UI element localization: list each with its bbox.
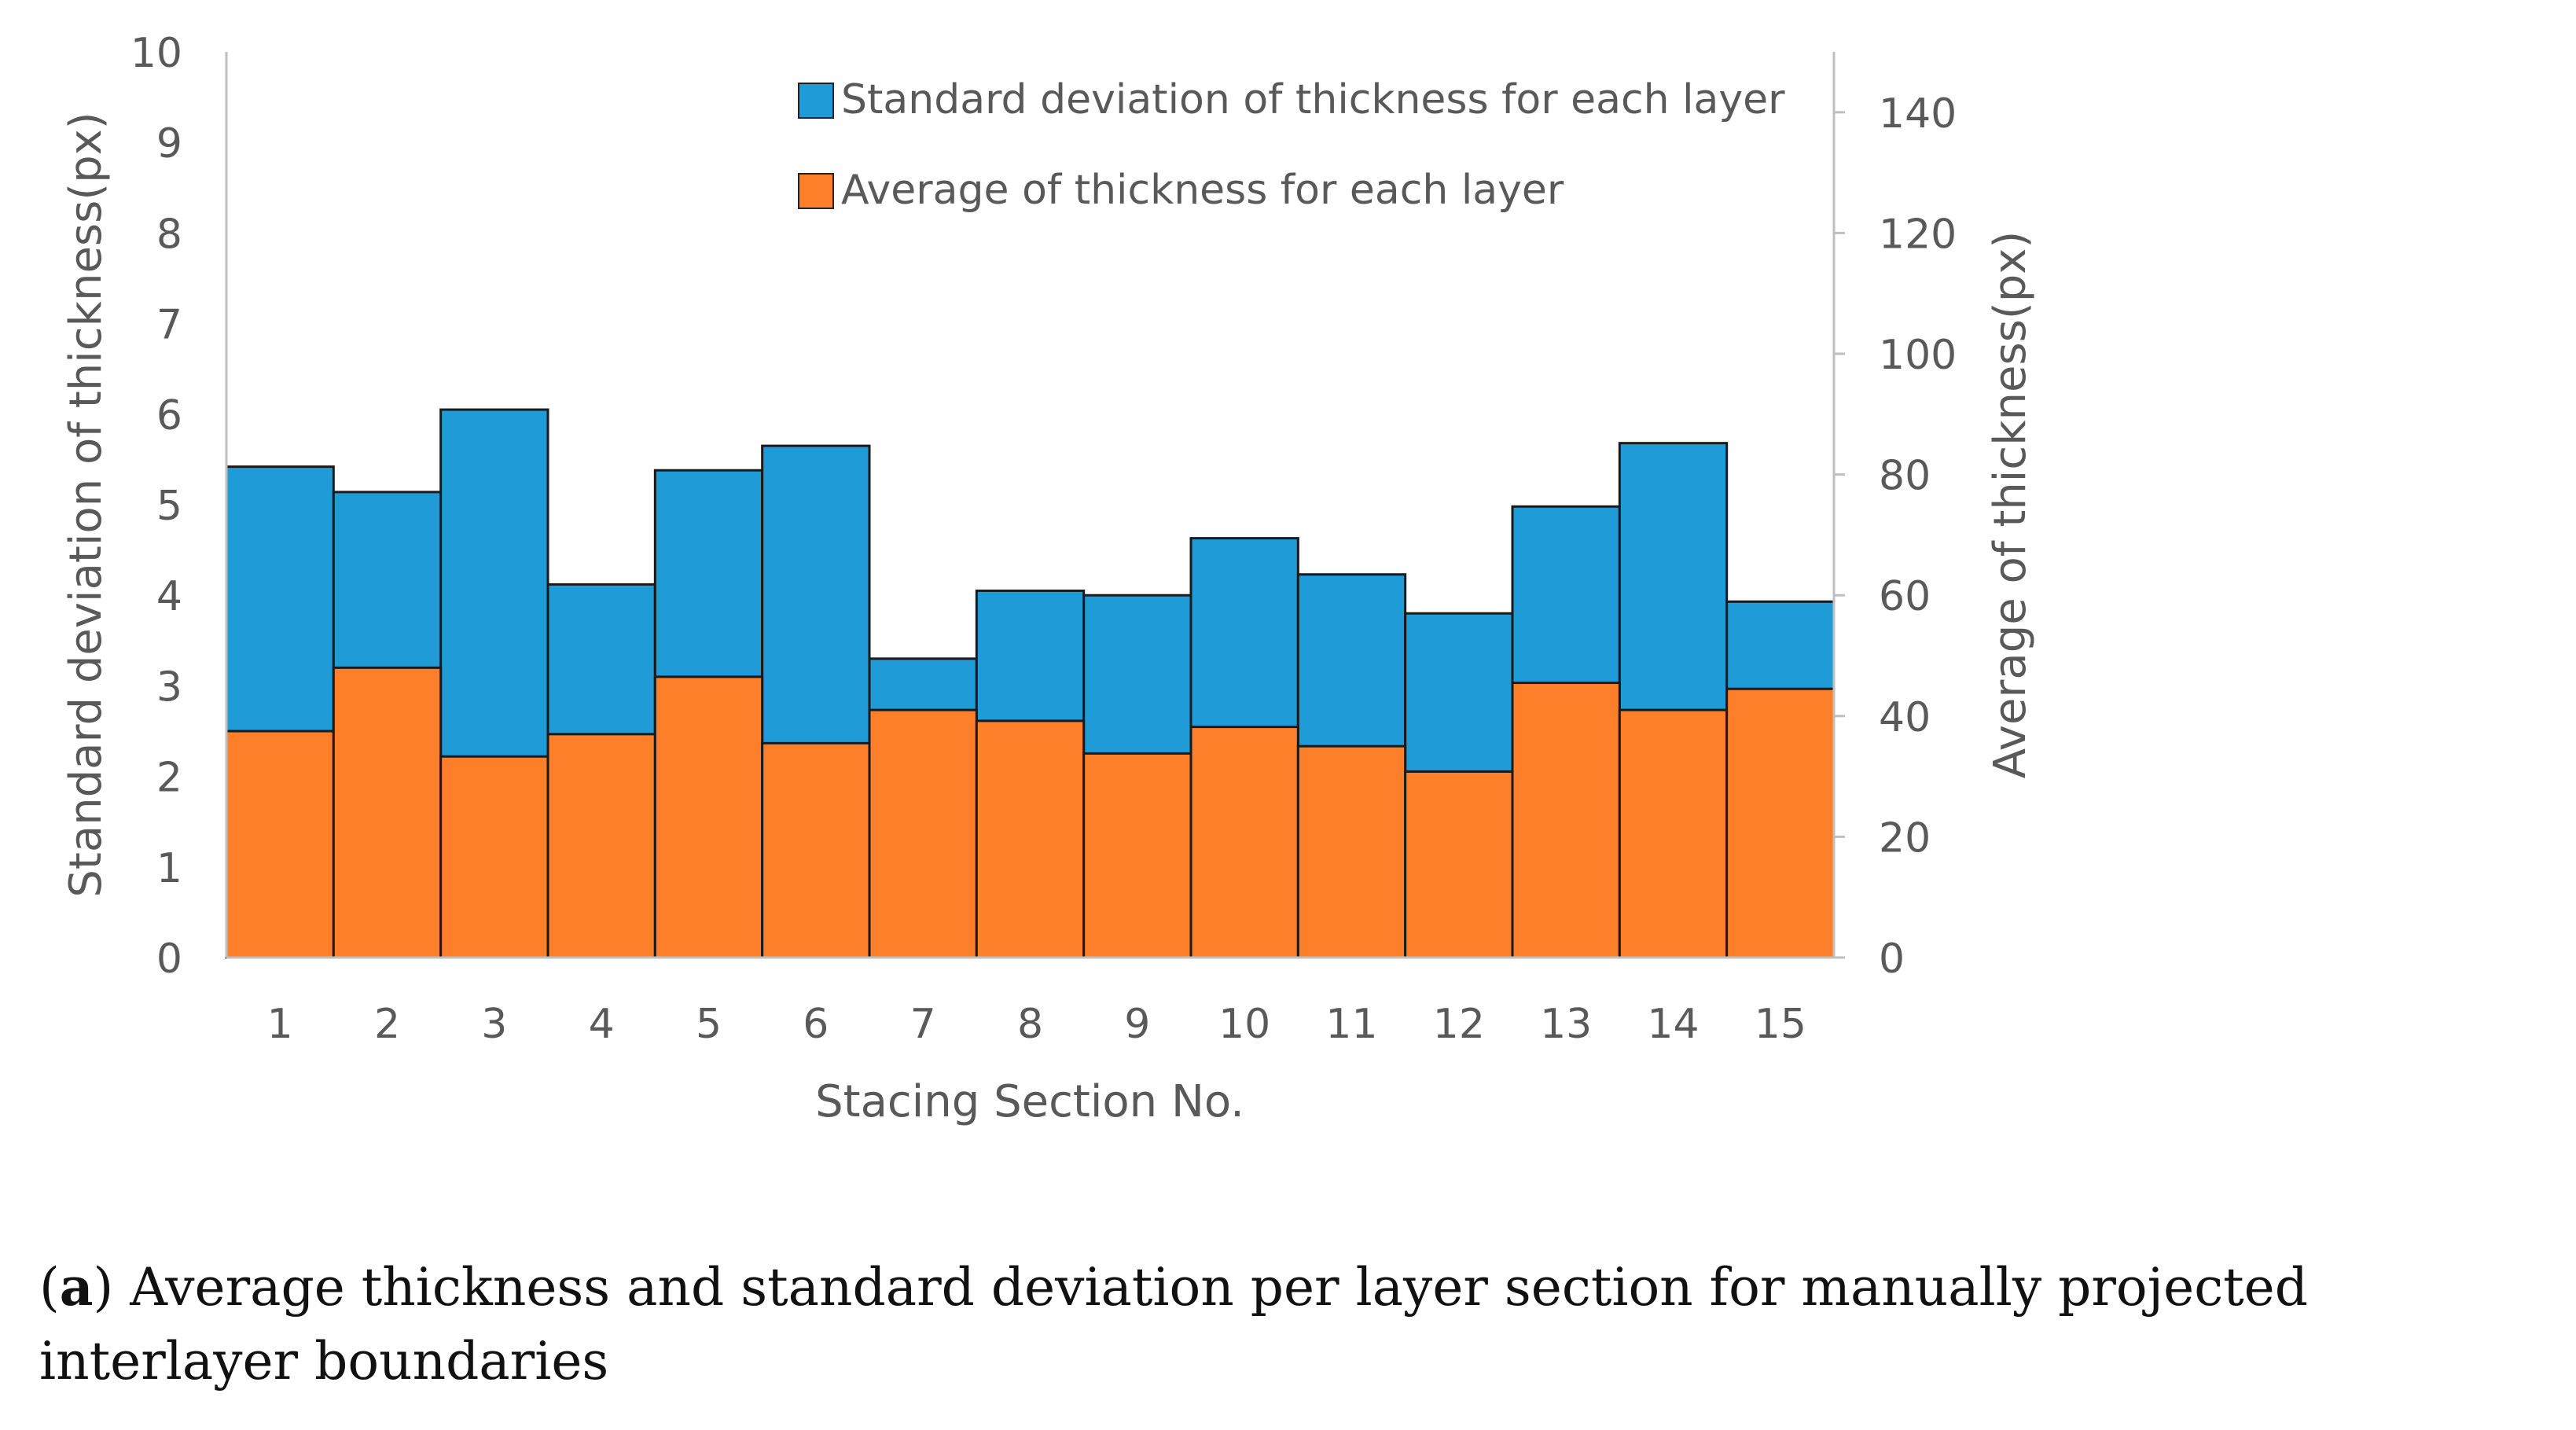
left-tick-label: 7	[156, 302, 182, 349]
x-tick-label: 3	[481, 1001, 507, 1048]
right-tick-label: 100	[1879, 332, 1957, 379]
average-bar-10	[1189, 726, 1299, 959]
x-tick-label: 2	[374, 1001, 400, 1048]
left-tick-label: 9	[156, 120, 182, 167]
right-tick-label: 60	[1879, 573, 1931, 620]
right-tick-labels: 0 20 40 60 80 100 120 140	[1834, 90, 1957, 983]
average-bar-1	[225, 730, 335, 959]
x-axis-label: Stacing Section No.	[815, 1076, 1244, 1127]
right-y-axis-label: Average of thickness(px)	[1985, 231, 2036, 778]
x-tick-label: 1	[267, 1001, 293, 1048]
x-tick-label: 14	[1647, 1001, 1699, 1048]
legend-label-average: Average of thickness for each layer	[841, 167, 1564, 214]
x-tick-label: 5	[696, 1001, 722, 1048]
average-bar-15	[1725, 687, 1836, 959]
right-tick-label: 120	[1879, 211, 1957, 258]
average-bar-7	[868, 708, 978, 959]
average-bar-13	[1511, 682, 1621, 959]
average-bar-3	[439, 755, 549, 959]
x-tick-label: 13	[1540, 1001, 1592, 1048]
x-tick-label: 4	[589, 1001, 615, 1048]
right-tick-label: 140	[1879, 90, 1957, 138]
x-tick-label: 10	[1218, 1001, 1270, 1048]
average-bars	[225, 666, 1836, 959]
left-tick-labels: 0 1 2 3 4 5 6 7 8 9 10	[130, 30, 182, 983]
average-bar-8	[975, 719, 1086, 959]
left-tick-label: 5	[156, 483, 182, 530]
average-bar-12	[1404, 770, 1514, 959]
figure-caption: (a) Average thickness and standard devia…	[39, 1256, 2308, 1391]
left-tick-label: 10	[130, 30, 182, 77]
left-tick-label: 2	[156, 755, 182, 802]
x-tick-label: 9	[1124, 1001, 1150, 1048]
legend-swatch-std-dev	[798, 83, 834, 119]
x-tick-label: 6	[803, 1001, 829, 1048]
left-tick-label: 3	[156, 664, 182, 711]
right-tick-label: 80	[1879, 453, 1931, 500]
x-tick-labels: 1 2 3 4 5 6 7 8 9 10 11 12 13 14 15	[267, 1001, 1806, 1048]
average-bar-2	[332, 666, 443, 959]
left-tick-label: 0	[156, 936, 182, 983]
legend-swatch-average	[798, 173, 834, 209]
average-bar-14	[1618, 708, 1729, 959]
average-bar-9	[1082, 752, 1192, 959]
left-y-axis-label: Standard deviation of thickness(px)	[61, 112, 112, 897]
average-bar-5	[653, 675, 764, 959]
caption-text: ) Average thickness and standard deviati…	[39, 1257, 2308, 1391]
left-tick-label: 4	[156, 573, 182, 620]
average-bar-4	[546, 733, 656, 959]
x-tick-label: 15	[1755, 1001, 1806, 1048]
average-bar-11	[1296, 744, 1407, 959]
average-bar-6	[761, 741, 871, 959]
left-tick-label: 8	[156, 211, 182, 258]
right-tick-label: 40	[1879, 694, 1931, 741]
right-tick-label: 0	[1879, 936, 1905, 983]
legend: Standard deviation of thickness for each…	[798, 76, 1785, 214]
caption-label: a	[59, 1256, 94, 1318]
x-tick-label: 8	[1017, 1001, 1043, 1048]
x-tick-label: 11	[1325, 1001, 1377, 1048]
left-tick-label: 6	[156, 392, 182, 439]
legend-label-std-dev: Standard deviation of thickness for each…	[841, 76, 1785, 123]
axes	[225, 52, 1836, 959]
right-tick-label: 20	[1879, 814, 1931, 862]
x-tick-label: 7	[910, 1001, 936, 1048]
left-tick-label: 1	[156, 845, 182, 892]
x-tick-label: 12	[1433, 1001, 1485, 1048]
